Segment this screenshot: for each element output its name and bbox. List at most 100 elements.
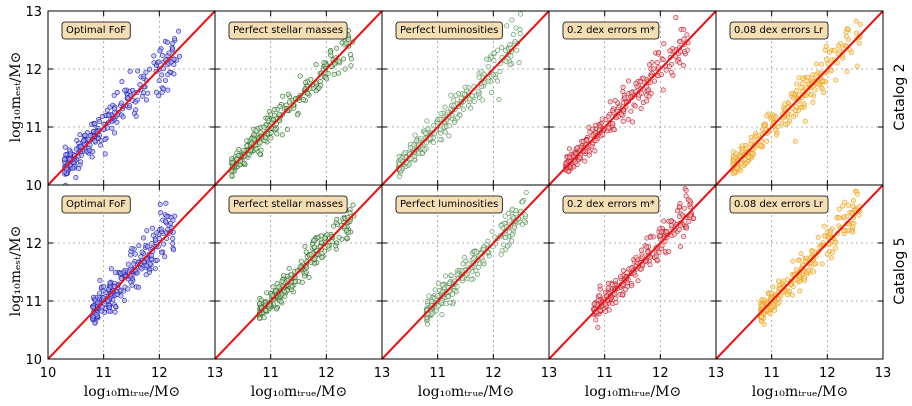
data-point [63, 152, 69, 158]
panel-label: 0.08 dex errors Lr [734, 25, 824, 36]
data-point [322, 235, 328, 241]
data-point [668, 223, 674, 229]
data-point [268, 135, 274, 141]
data-point [448, 272, 454, 278]
identity-line [548, 10, 717, 186]
x-tick-label: 13 [374, 366, 391, 381]
data-point [435, 280, 441, 286]
data-point [271, 112, 277, 118]
data-point [762, 297, 768, 303]
data-point [661, 41, 667, 47]
data-point [100, 288, 106, 294]
data-point [301, 273, 307, 279]
data-point [620, 118, 626, 124]
data-point [798, 85, 804, 91]
data-point [501, 242, 507, 248]
x-tick-label: 12 [318, 366, 335, 381]
data-point [333, 243, 339, 249]
data-point [112, 130, 118, 136]
data-point [732, 169, 738, 175]
data-point [108, 266, 114, 272]
data-point [118, 275, 124, 281]
data-point [119, 79, 125, 85]
data-point [781, 278, 787, 284]
data-point [509, 17, 515, 23]
data-point [285, 91, 291, 97]
x-tick-label: 11 [262, 366, 279, 381]
data-point [284, 127, 290, 133]
data-point [81, 138, 87, 144]
data-point [157, 201, 163, 207]
data-point [609, 282, 615, 288]
data-point [407, 144, 413, 150]
data-point [104, 107, 110, 113]
data-point [152, 237, 158, 243]
data-point [157, 48, 163, 54]
data-point [253, 146, 259, 152]
data-point [145, 90, 151, 96]
data-point [413, 138, 419, 144]
data-point [833, 77, 839, 83]
data-point [127, 103, 133, 109]
data-point [102, 151, 108, 157]
data-point [165, 87, 171, 93]
data-point [459, 268, 465, 274]
data-point [518, 11, 524, 17]
data-point [850, 229, 856, 235]
x-tick-label: 13 [875, 366, 892, 381]
data-point [776, 296, 782, 302]
data-point [412, 132, 418, 138]
data-point [655, 73, 661, 79]
data-point [269, 292, 275, 298]
data-point [796, 273, 802, 279]
data-point [592, 148, 598, 154]
data-point [605, 114, 611, 120]
panel-1-5: 0.08 dex errors Lr [715, 10, 884, 186]
data-point [125, 286, 131, 292]
data-point [347, 52, 353, 58]
x-axis-label-2: log₁₀mₜᵣᵤₑ/M⊙ [251, 384, 347, 400]
x-tick-label: 13 [207, 366, 224, 381]
data-point [824, 251, 830, 257]
data-point [150, 232, 156, 238]
data-point [324, 76, 330, 82]
data-point [656, 50, 662, 56]
data-point [586, 124, 592, 130]
data-point [257, 301, 263, 307]
data-point [523, 190, 529, 196]
data-point [590, 126, 596, 132]
panel-2-1: Optimal FoF 10 11 12 10 11 12 13 [25, 184, 224, 381]
data-point [747, 141, 753, 147]
data-point [408, 156, 414, 162]
data-point [424, 140, 430, 146]
x-tick-label: 13 [708, 366, 725, 381]
data-point [424, 118, 430, 124]
data-point [800, 76, 806, 82]
data-point [311, 244, 317, 250]
data-point [170, 46, 176, 52]
data-point [607, 99, 613, 105]
data-point [128, 266, 134, 272]
data-point [305, 91, 311, 97]
data-point [499, 45, 505, 51]
data-point [113, 304, 119, 310]
data-point [266, 109, 272, 115]
data-point [143, 97, 149, 103]
data-point [77, 132, 83, 138]
data-point [479, 97, 485, 103]
data-point [595, 324, 601, 330]
panel-label-box [228, 21, 348, 40]
data-point [684, 225, 690, 231]
data-point [98, 142, 104, 148]
data-point [74, 137, 80, 143]
data-point [647, 262, 653, 268]
data-point [279, 132, 285, 138]
data-point [677, 201, 683, 207]
data-point [823, 56, 829, 62]
x-tick-label: 13 [541, 366, 558, 381]
data-point [319, 254, 325, 260]
data-point [334, 45, 340, 51]
data-point [768, 290, 774, 296]
data-point [656, 249, 662, 255]
data-point [809, 249, 815, 255]
